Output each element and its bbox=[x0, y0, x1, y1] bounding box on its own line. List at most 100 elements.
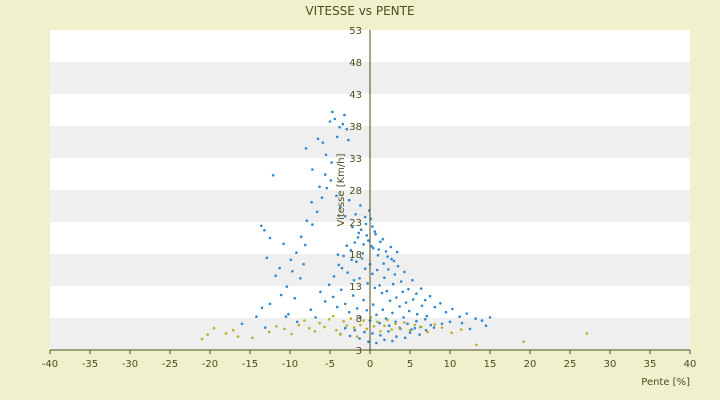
data-point-low bbox=[375, 320, 379, 324]
data-point bbox=[338, 126, 341, 129]
x-tick-label: -40 bbox=[42, 359, 58, 370]
chart-title: VITESSE vs PENTE bbox=[305, 4, 414, 18]
data-point bbox=[362, 243, 365, 246]
data-point bbox=[332, 275, 336, 278]
data-point bbox=[385, 289, 389, 293]
data-point bbox=[366, 282, 369, 285]
data-point-low bbox=[318, 321, 321, 325]
data-point bbox=[419, 287, 423, 290]
data-point-low bbox=[307, 326, 311, 330]
data-point bbox=[359, 316, 362, 319]
y-tick-label: 8 bbox=[356, 314, 362, 325]
data-point-low bbox=[408, 328, 412, 332]
data-point-low bbox=[426, 330, 429, 334]
data-point-low bbox=[323, 325, 326, 329]
data-point bbox=[384, 250, 388, 253]
data-point bbox=[360, 257, 364, 260]
data-point bbox=[345, 244, 349, 247]
data-point bbox=[311, 168, 314, 171]
data-point bbox=[260, 306, 264, 310]
y-tick-label: 43 bbox=[349, 90, 362, 101]
x-tick-label: 0 bbox=[367, 359, 373, 370]
data-point bbox=[367, 340, 370, 344]
data-point bbox=[309, 308, 313, 312]
data-point bbox=[406, 322, 409, 326]
data-point-low bbox=[349, 317, 353, 320]
data-point bbox=[278, 266, 281, 270]
data-point bbox=[339, 206, 342, 209]
data-point bbox=[348, 334, 352, 338]
data-point-low bbox=[413, 323, 417, 327]
data-point bbox=[365, 234, 369, 237]
data-point-low bbox=[419, 325, 423, 329]
data-point bbox=[331, 295, 335, 299]
data-point bbox=[399, 280, 403, 283]
data-point bbox=[319, 290, 322, 294]
data-point bbox=[432, 326, 436, 329]
data-point bbox=[465, 312, 469, 315]
data-point bbox=[359, 204, 362, 207]
data-point bbox=[295, 251, 298, 254]
data-point bbox=[420, 304, 424, 308]
data-point bbox=[413, 326, 417, 330]
data-point-low bbox=[475, 343, 478, 347]
data-point bbox=[335, 194, 338, 198]
data-point-low bbox=[379, 330, 382, 333]
data-point bbox=[318, 185, 321, 189]
data-point bbox=[351, 294, 355, 297]
data-point bbox=[347, 310, 351, 314]
data-point bbox=[331, 110, 334, 114]
data-point bbox=[394, 320, 397, 324]
data-point bbox=[398, 305, 401, 308]
data-point-low bbox=[459, 328, 463, 331]
data-point bbox=[365, 309, 369, 312]
x-tick-label: 40 bbox=[684, 359, 697, 370]
data-point bbox=[363, 215, 367, 219]
data-point bbox=[391, 282, 395, 286]
data-point bbox=[371, 303, 375, 306]
data-point bbox=[451, 307, 454, 311]
data-point bbox=[343, 214, 347, 218]
data-point bbox=[404, 301, 408, 304]
data-point-low bbox=[313, 330, 317, 333]
y-tick-label: 28 bbox=[349, 186, 362, 197]
data-point bbox=[390, 257, 393, 261]
data-point bbox=[391, 339, 394, 343]
data-point bbox=[310, 200, 313, 204]
data-point bbox=[351, 225, 354, 229]
data-point bbox=[403, 336, 407, 340]
data-point bbox=[263, 229, 266, 232]
data-point bbox=[389, 245, 393, 249]
data-point bbox=[289, 258, 293, 262]
data-point bbox=[403, 270, 406, 274]
data-point bbox=[383, 276, 386, 280]
data-point bbox=[393, 273, 397, 276]
data-point bbox=[356, 236, 360, 239]
data-point bbox=[428, 294, 432, 298]
data-point bbox=[382, 262, 385, 265]
data-point-low bbox=[224, 332, 228, 335]
data-point-low bbox=[362, 319, 365, 322]
data-point bbox=[324, 153, 328, 157]
data-point bbox=[488, 316, 492, 319]
data-point bbox=[358, 277, 361, 280]
data-point bbox=[303, 243, 307, 247]
x-tick-label: 10 bbox=[444, 359, 457, 370]
data-point bbox=[293, 296, 297, 300]
data-point bbox=[392, 259, 396, 263]
data-point bbox=[340, 266, 344, 270]
data-point bbox=[448, 320, 452, 324]
data-point-low bbox=[200, 337, 204, 341]
data-point bbox=[320, 196, 324, 199]
data-point bbox=[378, 284, 381, 287]
data-point bbox=[271, 174, 275, 177]
data-point-low bbox=[394, 322, 397, 326]
data-point bbox=[279, 293, 283, 297]
data-point bbox=[474, 317, 477, 320]
data-point bbox=[363, 267, 367, 271]
data-point bbox=[350, 258, 353, 262]
data-point bbox=[408, 331, 412, 335]
data-point-low bbox=[283, 327, 286, 331]
data-point-low bbox=[359, 323, 362, 327]
